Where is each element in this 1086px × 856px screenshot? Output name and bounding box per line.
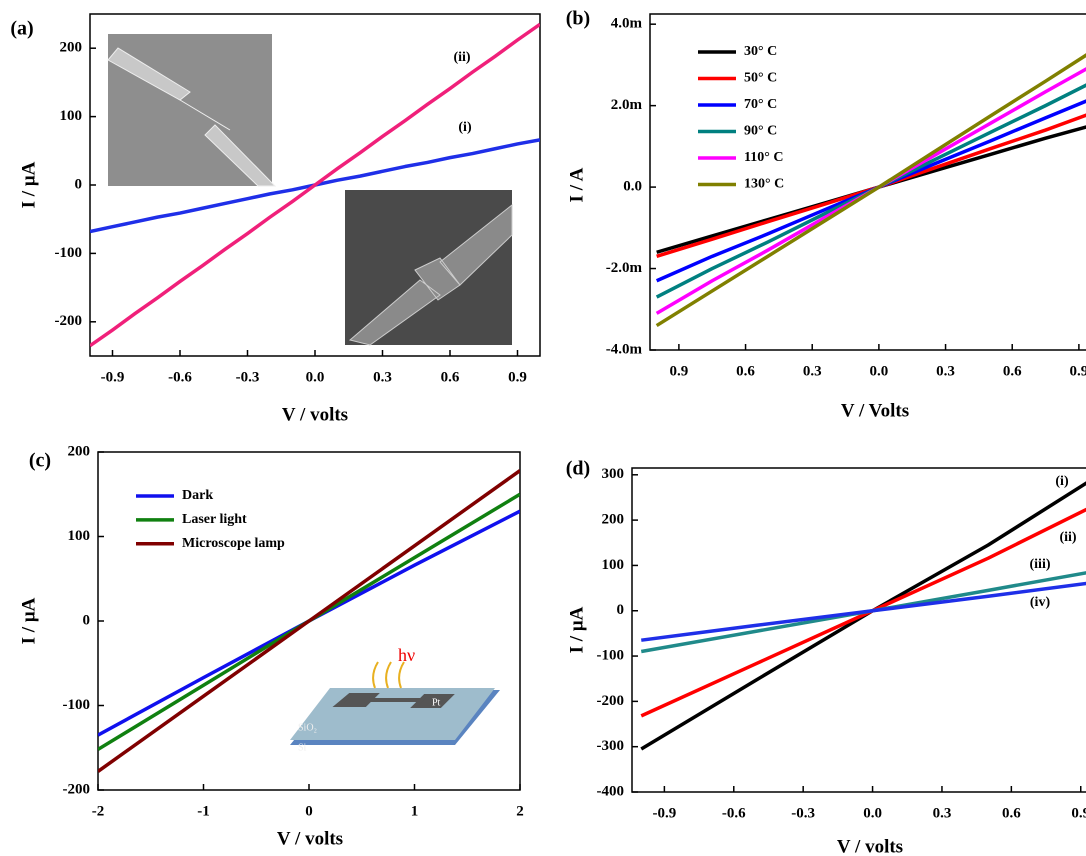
legend-label: Microscope lamp xyxy=(182,536,285,551)
y-tick-label: -400 xyxy=(597,783,625,799)
inset-label: hν xyxy=(398,645,415,665)
panel-label: (a) xyxy=(10,18,33,40)
x-tick-label: -0.3 xyxy=(791,805,815,821)
y-axis-label: I / A xyxy=(566,167,587,202)
legend-label: 110° C xyxy=(744,150,783,165)
x-tick-label: 0.9 xyxy=(670,363,689,379)
y-tick-label: -4.0m xyxy=(606,341,643,357)
legend-label: 130° C xyxy=(744,177,784,192)
y-tick-label: 100 xyxy=(68,528,91,544)
y-tick-label: 200 xyxy=(68,443,91,459)
x-tick-label: 0.3 xyxy=(933,805,952,821)
series-label: (ii) xyxy=(1059,530,1076,545)
x-tick-label: 0.6 xyxy=(441,369,460,385)
y-tick-label: -2.0m xyxy=(606,260,643,276)
y-tick-label: -200 xyxy=(55,313,83,329)
y-tick-label: 0.0 xyxy=(623,179,642,195)
x-tick-label: 0.0 xyxy=(870,363,889,379)
inset-label: Si xyxy=(298,742,307,753)
x-tick-label: 0.3 xyxy=(936,363,955,379)
x-tick-label: 0.9 xyxy=(1071,805,1086,821)
x-tick-label: 0.3 xyxy=(373,369,392,385)
x-tick-label: -0.9 xyxy=(101,369,125,385)
x-tick-label: 0.9 xyxy=(1070,363,1086,379)
y-tick-label: -300 xyxy=(597,738,625,754)
x-tick-label: 0.6 xyxy=(1002,805,1021,821)
y-tick-label: 100 xyxy=(602,557,625,573)
inset-label: Pt xyxy=(432,697,441,708)
x-axis-label: V / volts xyxy=(277,828,343,849)
y-tick-label: 100 xyxy=(60,108,83,124)
legend-label: 90° C xyxy=(744,124,777,139)
x-axis-label: V / volts xyxy=(837,836,903,856)
x-tick-label: -2 xyxy=(92,803,105,819)
x-tick-label: -0.6 xyxy=(722,805,746,821)
y-tick-label: -100 xyxy=(597,647,625,663)
x-tick-label: 0.3 xyxy=(803,363,822,379)
series-label: (ii) xyxy=(453,50,470,65)
x-tick-label: 0.6 xyxy=(1003,363,1022,379)
x-tick-label: 0.6 xyxy=(736,363,755,379)
x-tick-label: -0.6 xyxy=(168,369,192,385)
inset-label: SiO₂ xyxy=(298,722,317,733)
legend-label: Dark xyxy=(182,488,213,503)
y-tick-label: 200 xyxy=(60,40,83,56)
y-tick-label: 4.0m xyxy=(611,16,643,32)
y-tick-label: -200 xyxy=(63,781,91,797)
legend-label: 70° C xyxy=(744,97,777,112)
x-tick-label: -0.3 xyxy=(236,369,260,385)
plot-area xyxy=(641,479,1086,749)
series-line xyxy=(641,583,1086,641)
y-tick-label: 0 xyxy=(75,176,83,192)
plot-frame xyxy=(632,468,1086,792)
plot-area xyxy=(657,53,1086,326)
x-axis-label: V / volts xyxy=(282,404,348,425)
y-axis-label: I / μA xyxy=(18,161,39,208)
series-label: (iv) xyxy=(1030,595,1051,610)
series-label: (i) xyxy=(458,120,472,135)
x-tick-label: 0.9 xyxy=(508,369,527,385)
device-schematic: hν Pt SiO₂ Si xyxy=(290,645,500,753)
x-tick-label: 2 xyxy=(516,803,524,819)
y-tick-label: -200 xyxy=(597,693,625,709)
panel-label: (d) xyxy=(566,458,590,480)
x-tick-label: 1 xyxy=(411,803,419,819)
series-label: (iii) xyxy=(1030,557,1051,572)
y-tick-label: 2.0m xyxy=(611,97,643,113)
x-axis-label: V / Volts xyxy=(841,400,909,421)
x-tick-label: -1 xyxy=(197,803,210,819)
y-tick-label: 200 xyxy=(602,512,625,528)
y-tick-label: 0 xyxy=(617,602,625,618)
panel-label: (c) xyxy=(29,450,51,472)
legend-label: 50° C xyxy=(744,71,777,86)
x-tick-label: -0.9 xyxy=(653,805,677,821)
y-tick-label: 300 xyxy=(602,466,625,482)
legend-label: Laser light xyxy=(182,512,247,527)
y-axis-label: I / μA xyxy=(18,597,39,644)
y-tick-label: -100 xyxy=(63,697,91,713)
figure: hν Pt SiO₂ Si (a) V / volts I / μA -0.9 -0.6… xyxy=(0,0,1086,856)
plot-frame xyxy=(650,14,1086,350)
panel-label: (b) xyxy=(566,8,590,30)
x-tick-label: 0 xyxy=(305,803,313,819)
y-tick-label: 0 xyxy=(83,612,91,628)
x-tick-label: 0.0 xyxy=(863,805,882,821)
y-axis-label: I / μA xyxy=(566,606,587,653)
y-tick-label: -100 xyxy=(55,245,83,261)
legend-label: 30° C xyxy=(744,44,777,59)
x-tick-label: 0.0 xyxy=(306,369,325,385)
series-label: (i) xyxy=(1055,474,1069,489)
